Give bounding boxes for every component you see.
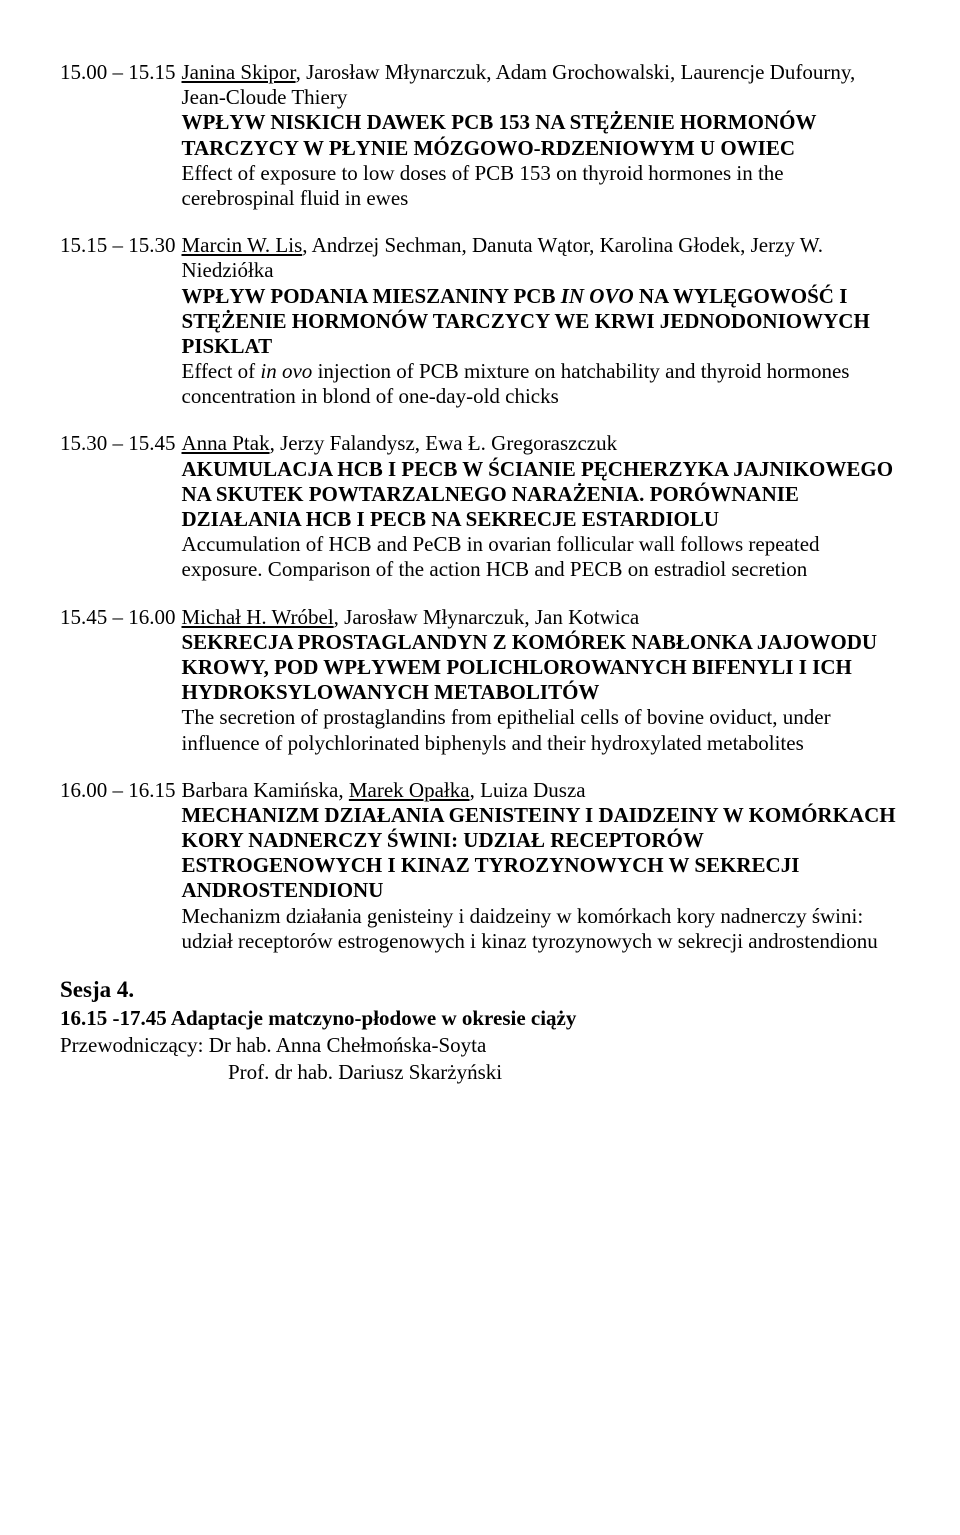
program-entry: 15.00 – 15.15 Janina Skipor, Jarosław Mł… [60, 60, 900, 211]
title-polish: AKUMULACJA HCB I PECB W ŚCIANIE PĘCHERZY… [182, 457, 894, 531]
chair-name: Dr hab. Anna Chełmońska-Soyta [209, 1033, 487, 1057]
title-italic: IN OVO [561, 284, 634, 308]
program-entry: 15.30 – 15.45 Anna Ptak, Jerzy Falandysz… [60, 431, 900, 582]
program-entry: 15.45 – 16.00 Michał H. Wróbel, Jarosław… [60, 605, 900, 756]
session-heading: Sesja 4. [60, 976, 900, 1004]
time-slot: 16.00 – 16.15 [60, 778, 182, 954]
title-en-italic: in ovo [260, 359, 312, 383]
session-chair-2: Prof. dr hab. Dariusz Skarżyński [60, 1060, 900, 1085]
presenter: Janina Skipor [182, 60, 296, 84]
authors-post: , Jarosław Młynarczuk, Jan Kotwica [334, 605, 640, 629]
time-slot: 15.45 – 16.00 [60, 605, 182, 756]
chair-label: Przewodniczący: [60, 1033, 209, 1057]
program-entry: 16.00 – 16.15 Barbara Kamińska, Marek Op… [60, 778, 900, 954]
presenter: Michał H. Wróbel [182, 605, 334, 629]
authors: Barbara Kamińska, Marek Opałka, Luiza Du… [182, 778, 586, 802]
entry-content: Michał H. Wróbel, Jarosław Młynarczuk, J… [182, 605, 901, 756]
authors: Marcin W. Lis, Andrzej Sechman, Danuta W… [182, 233, 823, 282]
title-english: Effect of in ovo injection of PCB mixtur… [182, 359, 850, 408]
presenter: Anna Ptak [182, 431, 270, 455]
authors: Michał H. Wróbel, Jarosław Młynarczuk, J… [182, 605, 640, 629]
entry-content: Janina Skipor, Jarosław Młynarczuk, Adam… [182, 60, 901, 211]
entry-content: Marcin W. Lis, Andrzej Sechman, Danuta W… [182, 233, 901, 409]
time-slot: 15.15 – 15.30 [60, 233, 182, 409]
entry-content: Barbara Kamińska, Marek Opałka, Luiza Du… [182, 778, 901, 954]
title-en-part: Effect of [182, 359, 261, 383]
title-part: WPŁYW PODANIA MIESZANINY PCB [182, 284, 561, 308]
title-polish: MECHANIZM DZIAŁANIA GENISTEINY I DAIDZEI… [182, 803, 896, 903]
title-english: Accumulation of HCB and PeCB in ovarian … [182, 532, 820, 581]
authors-post: , Jerzy Falandysz, Ewa Ł. Gregoraszczuk [270, 431, 618, 455]
time-slot: 15.30 – 15.45 [60, 431, 182, 582]
title-english: Effect of exposure to low doses of PCB 1… [182, 161, 784, 210]
title-english: Mechanizm działania genisteiny i daidzei… [182, 904, 878, 953]
entry-content: Anna Ptak, Jerzy Falandysz, Ewa Ł. Grego… [182, 431, 901, 582]
presenter: Marek Opałka [349, 778, 470, 802]
program-entries: 15.00 – 15.15 Janina Skipor, Jarosław Mł… [60, 60, 900, 954]
presenter: Marcin W. Lis [182, 233, 303, 257]
authors-post: , Luiza Dusza [470, 778, 586, 802]
program-entry: 15.15 – 15.30 Marcin W. Lis, Andrzej Sec… [60, 233, 900, 409]
title-english: The secretion of prostaglandins from epi… [182, 705, 831, 754]
authors: Janina Skipor, Jarosław Młynarczuk, Adam… [182, 60, 856, 109]
session-subheading: 16.15 -17.45 Adaptacje matczyno-płodowe … [60, 1006, 900, 1031]
authors-pre: Barbara Kamińska, [182, 778, 349, 802]
title-polish: WPŁYW NISKICH DAWEK PCB 153 NA STĘŻENIE … [182, 110, 817, 159]
time-slot: 15.00 – 15.15 [60, 60, 182, 211]
session-chair: Przewodniczący: Dr hab. Anna Chełmońska-… [60, 1033, 900, 1058]
title-polish: WPŁYW PODANIA MIESZANINY PCB IN OVO NA W… [182, 284, 870, 358]
authors: Anna Ptak, Jerzy Falandysz, Ewa Ł. Grego… [182, 431, 618, 455]
title-polish: SEKRECJA PROSTAGLANDYN Z KOMÓREK NABŁONK… [182, 630, 878, 704]
